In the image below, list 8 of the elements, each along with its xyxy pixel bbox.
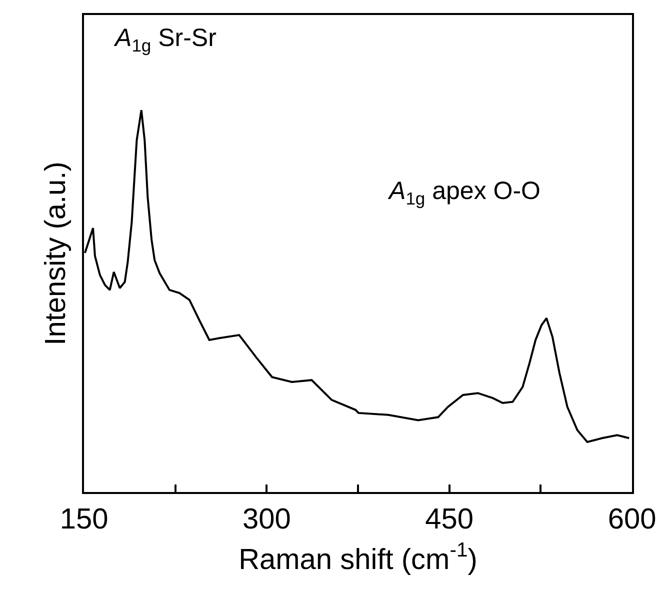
x-tick-label: 150 (60, 504, 108, 536)
text: A$_{1g}$ Sr-Sr (113, 24, 216, 56)
annotation: A$_{1g}$ apex O-O (387, 177, 540, 208)
x-tick-label: 300 (242, 504, 291, 536)
x-tick-label: 600 (608, 504, 656, 536)
y-axis-title: Intensity (a.u.) (40, 162, 72, 346)
x-tick-label: 450 (425, 504, 474, 536)
x-axis-title: Raman shift (cm$^{-1}$) (238, 540, 478, 576)
